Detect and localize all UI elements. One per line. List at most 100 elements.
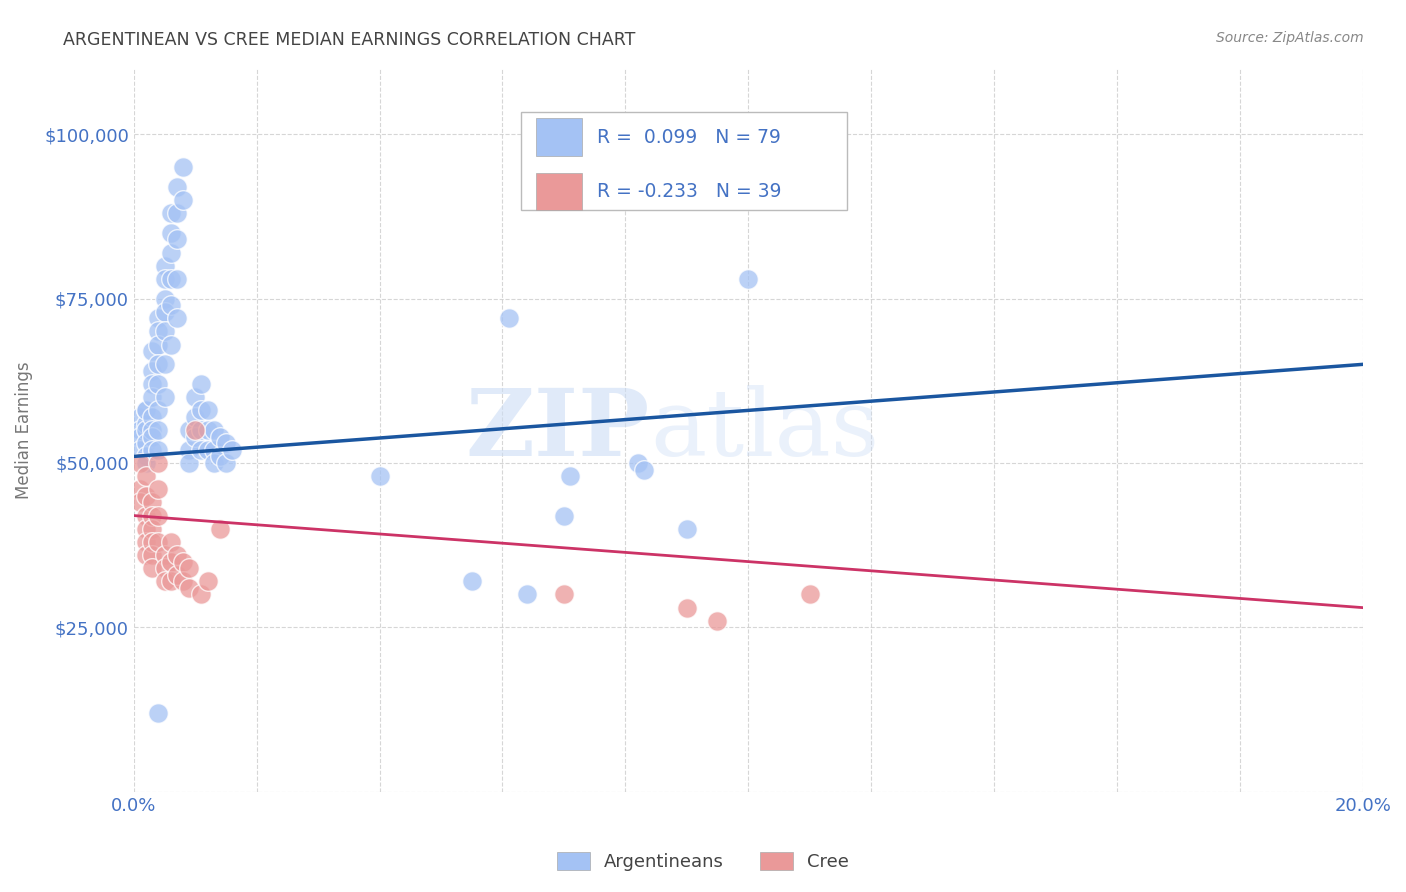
- Text: ZIP: ZIP: [465, 385, 650, 475]
- Cree: [135, 548, 157, 562]
- Argentineans: [202, 456, 225, 470]
- Cree: [166, 567, 188, 582]
- Cree: [197, 574, 219, 589]
- Argentineans: [190, 423, 212, 437]
- Cree: [179, 561, 201, 575]
- Text: atlas: atlas: [650, 385, 879, 475]
- Argentineans: [208, 430, 231, 444]
- Argentineans: [208, 450, 231, 464]
- Argentineans: [141, 344, 163, 359]
- Argentineans: [135, 403, 157, 417]
- Argentineans: [141, 390, 163, 404]
- Argentineans: [135, 450, 157, 464]
- Argentineans: [179, 456, 201, 470]
- Cree: [148, 534, 170, 549]
- Cree: [179, 581, 201, 595]
- Cree: [153, 574, 176, 589]
- Argentineans: [153, 305, 176, 319]
- Argentineans: [141, 409, 163, 424]
- Argentineans: [135, 403, 157, 417]
- Cree: [153, 548, 176, 562]
- Argentineans: [184, 390, 207, 404]
- Argentineans: [190, 442, 212, 457]
- Cree: [153, 561, 176, 575]
- Cree: [148, 508, 170, 523]
- Argentineans: [553, 508, 575, 523]
- Cree: [190, 587, 212, 601]
- Argentineans: [135, 456, 157, 470]
- Argentineans: [159, 272, 181, 286]
- Argentineans: [179, 423, 201, 437]
- FancyBboxPatch shape: [536, 119, 582, 156]
- Argentineans: [197, 442, 219, 457]
- Argentineans: [179, 442, 201, 457]
- Argentineans: [148, 403, 170, 417]
- Cree: [706, 614, 728, 628]
- Argentineans: [498, 311, 520, 326]
- Cree: [172, 574, 194, 589]
- Argentineans: [153, 390, 176, 404]
- Cree: [148, 456, 170, 470]
- Argentineans: [221, 442, 243, 457]
- Cree: [553, 587, 575, 601]
- Cree: [129, 495, 152, 509]
- Argentineans: [215, 436, 238, 450]
- Argentineans: [148, 423, 170, 437]
- Cree: [208, 522, 231, 536]
- Y-axis label: Median Earnings: Median Earnings: [15, 361, 32, 499]
- Argentineans: [626, 456, 648, 470]
- Argentineans: [172, 193, 194, 207]
- Argentineans: [159, 298, 181, 312]
- FancyBboxPatch shape: [520, 112, 846, 210]
- Argentineans: [148, 325, 170, 339]
- Cree: [141, 548, 163, 562]
- Cree: [141, 508, 163, 523]
- Argentineans: [153, 325, 176, 339]
- Cree: [135, 489, 157, 503]
- Argentineans: [148, 377, 170, 392]
- Argentineans: [148, 442, 170, 457]
- Legend: Argentineans, Cree: Argentineans, Cree: [550, 845, 856, 879]
- Argentineans: [166, 272, 188, 286]
- Argentineans: [368, 469, 391, 483]
- Argentineans: [129, 409, 152, 424]
- Cree: [166, 548, 188, 562]
- Argentineans: [675, 522, 697, 536]
- Argentineans: [184, 409, 207, 424]
- Cree: [135, 534, 157, 549]
- Argentineans: [558, 469, 581, 483]
- Argentineans: [153, 357, 176, 371]
- Argentineans: [166, 179, 188, 194]
- Argentineans: [737, 272, 759, 286]
- Cree: [159, 574, 181, 589]
- Argentineans: [141, 364, 163, 378]
- Argentineans: [129, 442, 152, 457]
- Argentineans: [148, 311, 170, 326]
- Argentineans: [129, 423, 152, 437]
- Cree: [148, 483, 170, 497]
- Argentineans: [516, 587, 538, 601]
- FancyBboxPatch shape: [536, 173, 582, 211]
- Argentineans: [153, 259, 176, 273]
- Argentineans: [148, 706, 170, 720]
- Argentineans: [159, 337, 181, 351]
- Argentineans: [184, 430, 207, 444]
- Argentineans: [135, 417, 157, 431]
- Argentineans: [159, 245, 181, 260]
- Cree: [799, 587, 821, 601]
- Argentineans: [148, 337, 170, 351]
- Argentineans: [166, 206, 188, 220]
- Argentineans: [197, 403, 219, 417]
- Argentineans: [135, 436, 157, 450]
- Cree: [129, 456, 152, 470]
- Argentineans: [159, 206, 181, 220]
- Argentineans: [215, 456, 238, 470]
- Cree: [141, 522, 163, 536]
- Cree: [159, 555, 181, 569]
- Argentineans: [633, 462, 655, 476]
- Text: ARGENTINEAN VS CREE MEDIAN EARNINGS CORRELATION CHART: ARGENTINEAN VS CREE MEDIAN EARNINGS CORR…: [63, 31, 636, 49]
- Cree: [141, 534, 163, 549]
- Argentineans: [148, 357, 170, 371]
- Text: R =  0.099   N = 79: R = 0.099 N = 79: [598, 128, 780, 146]
- Argentineans: [190, 377, 212, 392]
